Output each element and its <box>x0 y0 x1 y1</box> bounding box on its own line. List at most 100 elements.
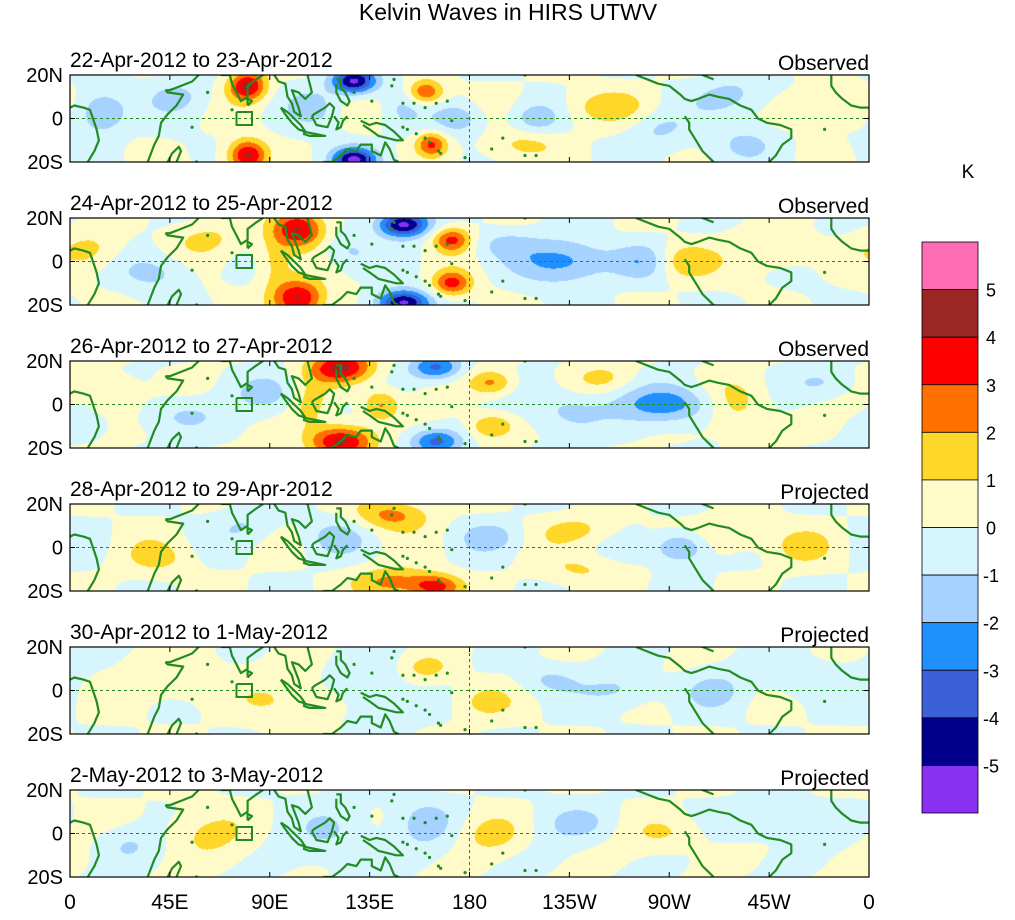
coastline-philippines <box>335 650 351 679</box>
y-tick-label: 20S <box>27 581 63 603</box>
colorbar-label: -4 <box>983 709 999 729</box>
y-tick-label: 20N <box>26 351 63 373</box>
x-tick-label: 90E <box>251 891 288 914</box>
island-dot <box>450 262 454 266</box>
x-tick-label: 45E <box>151 891 188 914</box>
colorbar-swatch <box>921 527 979 576</box>
island-dot <box>427 712 432 717</box>
island-dot <box>439 723 443 727</box>
island-dot <box>490 576 494 580</box>
island-dot <box>405 270 409 274</box>
island-dot <box>414 418 418 422</box>
coastline-africa-coast <box>70 104 101 162</box>
island-dot <box>352 662 356 667</box>
island-dot <box>445 242 449 246</box>
island-dot <box>401 697 405 701</box>
y-tick-label: 20N <box>26 780 63 802</box>
island-dot <box>434 816 438 820</box>
coastline-south-america-north <box>697 665 793 734</box>
island-dot <box>401 101 405 105</box>
y-tick-label: 20N <box>26 208 63 230</box>
island-dot <box>423 535 427 539</box>
x-tick-label: 45W <box>748 891 791 914</box>
coastline-west-africa <box>830 504 869 538</box>
coastline-south-america <box>683 687 715 734</box>
island-dot <box>439 151 443 155</box>
island-dot <box>501 136 505 140</box>
island-dot <box>427 140 432 145</box>
coastline-cuba <box>699 790 715 796</box>
island-dot <box>401 673 405 677</box>
coastline-arabia <box>165 218 200 235</box>
reference-box <box>235 683 253 698</box>
coastline-new-guinea <box>360 834 404 857</box>
coastline-sulawesi <box>333 830 349 846</box>
coastline-india <box>220 361 264 389</box>
coastline-cuba <box>699 75 714 81</box>
coastline-java <box>302 416 327 423</box>
panel-status: Observed <box>778 52 869 75</box>
island-dot <box>434 244 438 248</box>
colorbar-label: 3 <box>986 376 996 396</box>
panel-status: Observed <box>778 338 869 361</box>
island-dot <box>450 119 454 123</box>
coastline-sri-lanka <box>246 812 254 822</box>
y-tick-label: 20S <box>27 724 63 746</box>
coastline-africa-east-coast <box>146 89 185 162</box>
island-dot <box>436 292 441 296</box>
coastline-africa-coast <box>70 390 101 448</box>
coastline-india <box>220 647 264 675</box>
island-dot <box>390 370 394 374</box>
island-dot <box>206 662 210 667</box>
island-dot <box>412 387 416 391</box>
island-dot <box>190 125 194 129</box>
island-dot <box>490 290 494 294</box>
coastline-india <box>220 504 264 532</box>
colorbar: K 5 4 3 2 1 0 -1 -2 -3 -4 -5 <box>921 162 999 814</box>
coastline-indochina <box>273 647 313 690</box>
island-dot <box>412 530 416 534</box>
island-dot <box>405 556 409 560</box>
panel-1: 20N 0 20S 22-Apr-2012 to 23-Apr-2012 Observe… <box>26 49 870 174</box>
coastline-new-guinea <box>360 119 404 142</box>
island-dot <box>423 422 427 426</box>
panel-date: 22-Apr-2012 to 23-Apr-2012 <box>70 49 333 72</box>
island-dot <box>230 823 234 827</box>
island-dot <box>414 275 418 279</box>
coastline-sulawesi <box>333 401 349 417</box>
island-dot <box>423 708 427 712</box>
coastline-central-america <box>635 218 699 246</box>
panel-date: 24-Apr-2012 to 25-Apr-2012 <box>70 192 333 215</box>
coastline-west-africa <box>830 218 869 252</box>
coastline-arabia <box>165 504 200 521</box>
coastline-central-america <box>635 790 699 818</box>
panel-date: 26-Apr-2012 to 27-Apr-2012 <box>70 335 333 358</box>
panel-date: 28-Apr-2012 to 29-Apr-2012 <box>70 478 333 501</box>
island-dot <box>352 233 356 237</box>
panel-status: Observed <box>778 195 869 218</box>
island-dot <box>463 299 467 303</box>
island-dot <box>501 565 505 569</box>
coastline-india <box>220 790 264 818</box>
x-tick-label: 0 <box>64 891 76 914</box>
coastline-sulawesi <box>333 115 349 131</box>
coastline-philippines <box>335 364 351 393</box>
coastline-cuba <box>699 504 715 510</box>
coastline-australia-north <box>323 570 399 591</box>
island-dot <box>445 814 449 818</box>
coastline-central-america <box>635 75 699 103</box>
coastline-africa-coast <box>70 676 101 734</box>
island-dot <box>823 699 827 703</box>
island-dot <box>423 249 427 253</box>
island-dot <box>490 862 494 866</box>
island-dot <box>412 244 416 248</box>
coastline-arabia <box>165 361 200 378</box>
island-dot <box>450 548 454 552</box>
island-dot <box>501 422 505 426</box>
island-dot <box>534 439 538 444</box>
island-dot <box>392 506 396 510</box>
coastline-indochina <box>273 504 313 547</box>
panel-2: 20N 0 20S 24-Apr-2012 to 25-Apr-2012 Observe… <box>26 192 870 317</box>
island-dot <box>434 387 438 391</box>
coastline-sulawesi <box>333 544 349 560</box>
